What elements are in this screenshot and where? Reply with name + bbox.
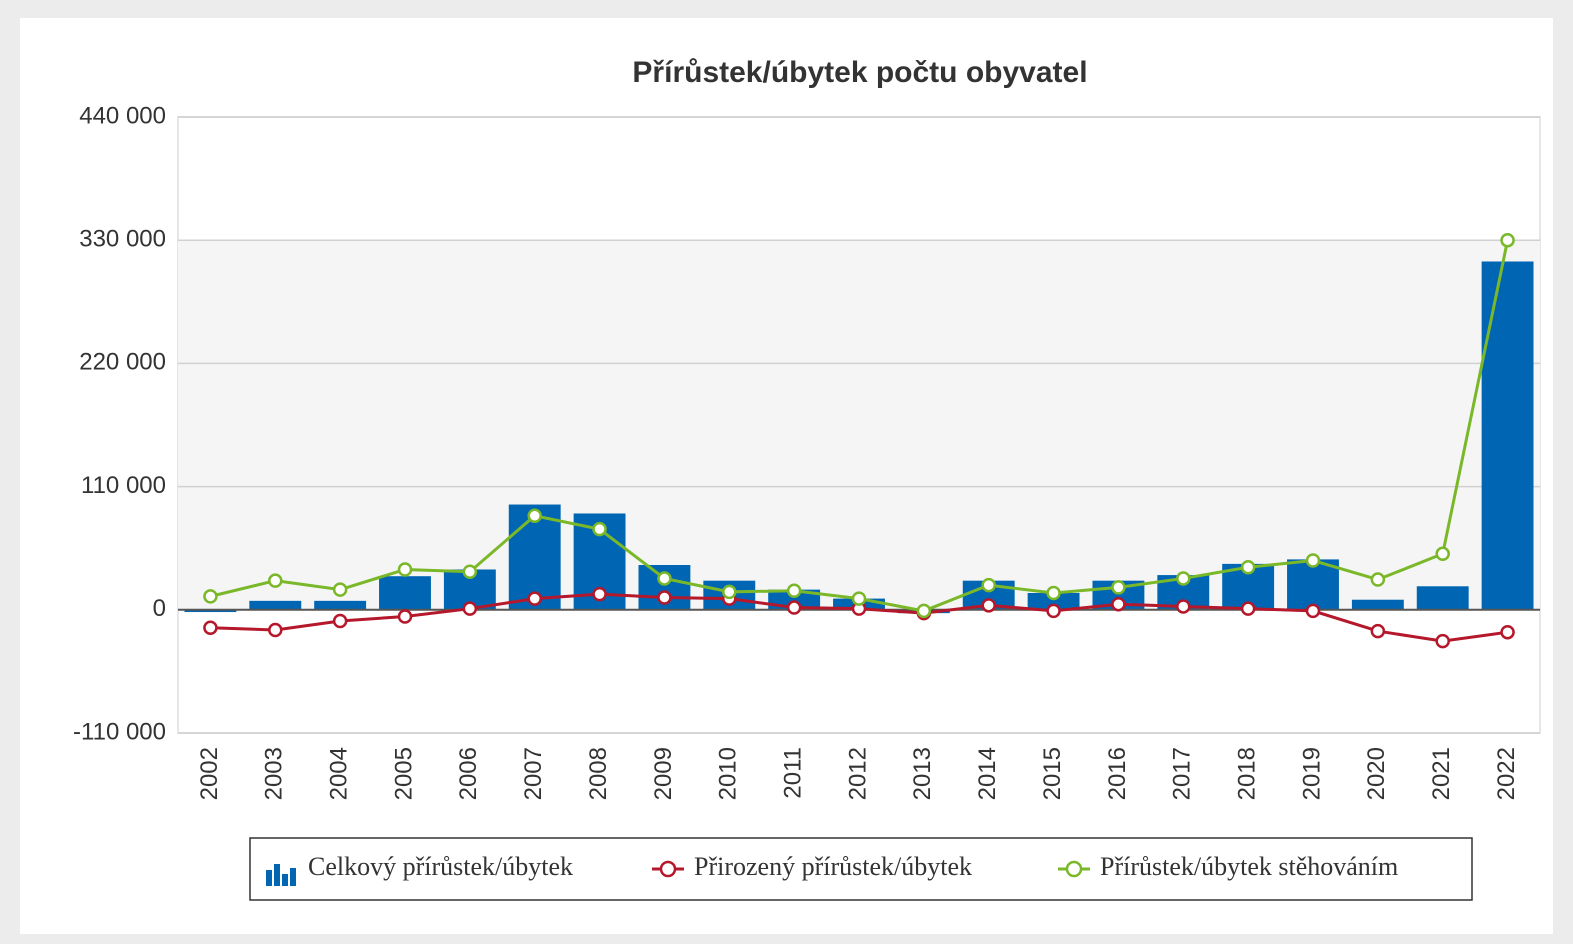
x-tick-label: 2020 [1363,747,1390,800]
y-tick-label: -110 000 [73,718,166,745]
x-tick-label: 2010 [715,747,742,800]
legend-icon [1065,860,1083,878]
x-tick-label: 2002 [196,747,223,800]
marker [786,583,802,599]
x-tick-label: 2009 [650,747,677,800]
marker [722,584,737,600]
x-tick-label: 2007 [520,747,547,800]
x-tick-label: 2008 [585,747,612,800]
bar [314,600,367,610]
marker [397,562,413,577]
y-tick-label: 330 000 [79,226,166,253]
marker [1370,572,1386,587]
marker [851,591,867,606]
legend-icon [290,868,296,886]
plot-band [178,240,1540,610]
legend-icon [659,860,677,878]
marker [1435,633,1450,649]
marker [1176,599,1191,614]
legend-icon [282,874,288,886]
marker [268,622,283,638]
legend-label: Celkový přírůstek/úbytek [308,852,573,881]
marker [1240,601,1256,616]
x-tick-label: 2005 [390,747,417,800]
x-tick-label: 2013 [909,747,936,800]
x-tick-label: 2003 [261,747,288,800]
bar [249,600,302,610]
x-tick-label: 2021 [1428,747,1455,800]
x-tick-label: 2019 [1298,747,1325,800]
marker [527,591,542,606]
marker [1305,553,1321,568]
x-tick-label: 2012 [844,747,871,800]
marker [981,577,996,593]
marker [592,586,607,602]
x-tick-label: 2004 [325,747,352,800]
marker [268,573,283,588]
x-tick-label: 2006 [455,747,482,800]
y-tick-label: 0 [153,595,166,622]
marker [527,508,542,523]
marker [1046,603,1061,619]
marker [1111,580,1126,595]
bar [1416,586,1469,610]
y-tick-label: 110 000 [81,472,166,499]
marker [203,589,218,604]
bar [379,576,431,610]
bar [1287,559,1339,610]
x-tick-label: 2014 [974,747,1001,800]
legend-label: Přirozený přírůstek/úbytek [694,852,972,881]
marker [1370,623,1386,639]
marker [1435,546,1450,562]
legend-icon [266,870,272,886]
x-tick-label: 2018 [1233,747,1260,800]
y-tick-label: 220 000 [79,349,166,376]
marker [657,590,672,605]
marker [1176,571,1191,586]
legend-icon [274,864,280,886]
bar [1351,599,1404,610]
marker [332,582,348,597]
x-tick-label: 2022 [1493,747,1520,800]
marker [1305,603,1321,619]
marker [981,598,996,613]
legend-box [249,837,1473,901]
marker [916,603,932,619]
marker [462,564,478,579]
legend-label: Přírůstek/úbytek stěhováním [1100,852,1398,881]
marker [397,609,413,624]
marker [1500,624,1515,640]
x-tick-label: 2011 [779,747,806,799]
marker [1046,585,1061,601]
x-tick-label: 2016 [1104,747,1131,800]
marker [462,601,478,616]
marker [786,600,802,615]
y-tick-label: 440 000 [79,102,166,129]
marker [1240,559,1256,575]
marker [657,571,672,586]
x-tick-label: 2015 [1039,747,1066,800]
marker [592,521,607,537]
marker [203,620,218,635]
bar [1027,593,1080,610]
bar [184,609,237,613]
marker [1111,596,1126,612]
marker [1500,232,1515,248]
bar [1481,261,1534,610]
x-tick-label: 2017 [1169,747,1196,800]
marker [332,613,348,629]
chart-title: Přírůstek/úbytek počtu obyvatel [632,56,1087,89]
